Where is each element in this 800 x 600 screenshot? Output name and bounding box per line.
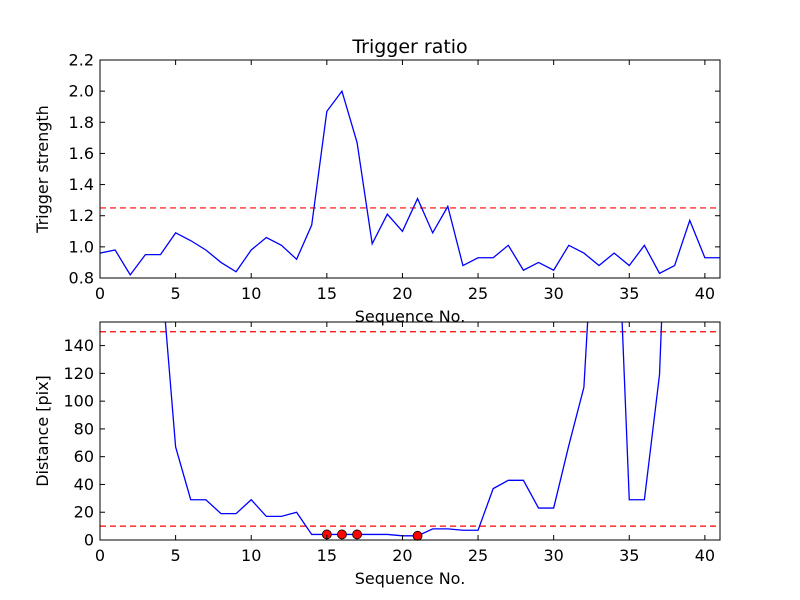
y-tick-label: 20 xyxy=(74,503,94,522)
x-tick-label: 20 xyxy=(392,284,412,303)
x-tick-label: 5 xyxy=(171,284,181,303)
x-tick-label: 40 xyxy=(695,546,715,565)
data-point-marker xyxy=(412,530,423,541)
y-tick-label: 2.0 xyxy=(69,82,94,101)
axes-frame xyxy=(99,59,721,279)
y-tick-label: 2.2 xyxy=(69,51,94,70)
series-line xyxy=(100,89,720,277)
trigger-ratio-plot: 0 5 10 15 20 25 30 35 40 0.8 1.0 1.2 1.4 1.6 1.8 2.0 2.2… xyxy=(33,51,721,326)
y-tick-label: 80 xyxy=(74,419,94,438)
plot-area xyxy=(100,89,720,277)
y-tick-label: 1.8 xyxy=(69,113,94,132)
x-axis-label: Sequence No. xyxy=(355,307,466,326)
y-tick-label: 1.6 xyxy=(69,144,94,163)
axes-frame xyxy=(99,321,721,541)
x-tick-label: 35 xyxy=(619,546,639,565)
x-tick-label: 10 xyxy=(241,284,261,303)
x-tick-label: 20 xyxy=(392,546,412,565)
y-tick-label: 100 xyxy=(63,392,94,411)
x-tick-label: 30 xyxy=(543,546,563,565)
x-tick-label: 25 xyxy=(468,546,488,565)
y-axis-label: Trigger strength xyxy=(33,105,52,234)
x-tick-label: 0 xyxy=(95,284,105,303)
x-tick-label: 10 xyxy=(241,546,261,565)
y-tick-label: 0 xyxy=(84,531,94,550)
y-tick-label: 140 xyxy=(63,336,94,355)
x-tick-label: 0 xyxy=(95,546,105,565)
y-tick-label: 0.8 xyxy=(69,269,94,288)
x-tick-label: 40 xyxy=(695,284,715,303)
y-tick-label: 40 xyxy=(74,475,94,494)
x-tick-label: 35 xyxy=(619,284,639,303)
x-tick-label: 15 xyxy=(317,546,337,565)
distance-plot: 0 5 10 15 20 25 30 35 40 0 20 40 60 80 100 120 140 Sequen… xyxy=(33,321,721,588)
y-tick-label: 1.2 xyxy=(69,206,94,225)
y-tick-label: 1.0 xyxy=(69,237,94,256)
y-tick-label: 120 xyxy=(63,364,94,383)
chart-title: Trigger ratio xyxy=(351,36,467,58)
y-axis-label: Distance [pix] xyxy=(33,375,52,487)
x-axis-label: Sequence No. xyxy=(355,569,466,588)
x-tick-label: 25 xyxy=(468,284,488,303)
x-tick-label: 30 xyxy=(543,284,563,303)
series-line xyxy=(164,322,663,537)
y-tick-label: 1.4 xyxy=(69,175,94,194)
x-tick-label: 5 xyxy=(171,546,181,565)
data-point-marker xyxy=(352,529,362,540)
plot-area xyxy=(100,322,720,537)
y-tick-label: 60 xyxy=(74,447,94,466)
x-tick-label: 15 xyxy=(317,284,337,303)
data-point-marker xyxy=(337,529,347,540)
